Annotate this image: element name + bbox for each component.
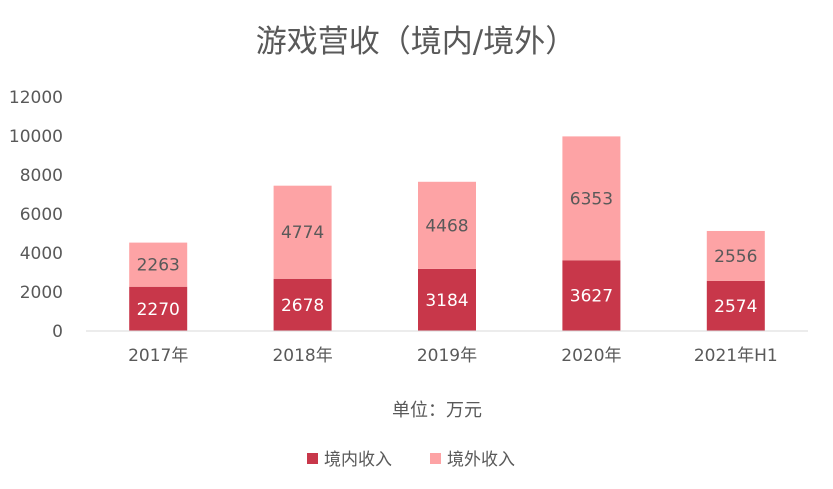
data-label-overseas: 2263 bbox=[137, 256, 180, 276]
data-label-domestic: 3184 bbox=[425, 291, 468, 311]
bar-segment-overseas bbox=[706, 230, 765, 281]
y-tick-label: 2000 bbox=[20, 283, 63, 303]
bars-group: 2270 2263 2678 4774 3184 4468 3627 6353 2574 2556 bbox=[129, 136, 765, 331]
chart-title: 游戏营收（境内/境外） bbox=[256, 24, 576, 60]
data-label-overseas: 4774 bbox=[281, 223, 324, 243]
bar-segment-overseas bbox=[562, 136, 621, 261]
bar-segment-overseas bbox=[418, 181, 476, 269]
bar-segment-domestic bbox=[418, 268, 476, 331]
bar-segment-overseas bbox=[273, 185, 332, 279]
data-label-overseas: 2556 bbox=[714, 247, 757, 267]
bar-segment-domestic bbox=[273, 278, 332, 331]
data-label-domestic: 2270 bbox=[137, 300, 180, 320]
x-axis: 2017年 2018年 2019年 2020年 2021年H1 bbox=[128, 346, 778, 366]
legend-swatch-domestic bbox=[307, 453, 318, 464]
legend-label-overseas: 境外收入 bbox=[447, 450, 515, 470]
y-tick-label: 0 bbox=[52, 322, 63, 342]
legend-label-domestic: 境内收入 bbox=[324, 450, 392, 470]
axis-unit-label: 单位：万元 bbox=[392, 400, 482, 421]
y-tick-label: 6000 bbox=[20, 205, 63, 225]
x-tick-label: 2021年H1 bbox=[694, 346, 778, 366]
y-tick-label: 8000 bbox=[20, 166, 63, 186]
bar-segment-overseas bbox=[129, 242, 188, 287]
legend: 境内收入 境外收入 bbox=[307, 450, 515, 470]
data-label-domestic: 2678 bbox=[281, 296, 324, 316]
x-tick-label: 2017年 bbox=[128, 346, 188, 366]
x-tick-label: 2020年 bbox=[561, 346, 621, 366]
bar-segment-domestic bbox=[706, 280, 765, 331]
y-tick-label: 12000 bbox=[9, 88, 63, 108]
y-tick-label: 10000 bbox=[9, 127, 63, 147]
legend-swatch-overseas bbox=[430, 453, 441, 464]
y-axis: 0 2000 4000 6000 8000 10000 12000 bbox=[9, 88, 63, 342]
bar-segment-domestic bbox=[562, 260, 621, 331]
bar-segment-domestic bbox=[129, 286, 188, 331]
data-label-overseas: 4468 bbox=[425, 216, 468, 236]
y-tick-label: 4000 bbox=[20, 244, 63, 264]
x-tick-label: 2018年 bbox=[272, 346, 332, 366]
data-label-overseas: 6353 bbox=[570, 189, 613, 209]
data-label-domestic: 2574 bbox=[714, 297, 757, 317]
x-tick-label: 2019年 bbox=[417, 346, 477, 366]
data-label-domestic: 3627 bbox=[570, 287, 613, 307]
